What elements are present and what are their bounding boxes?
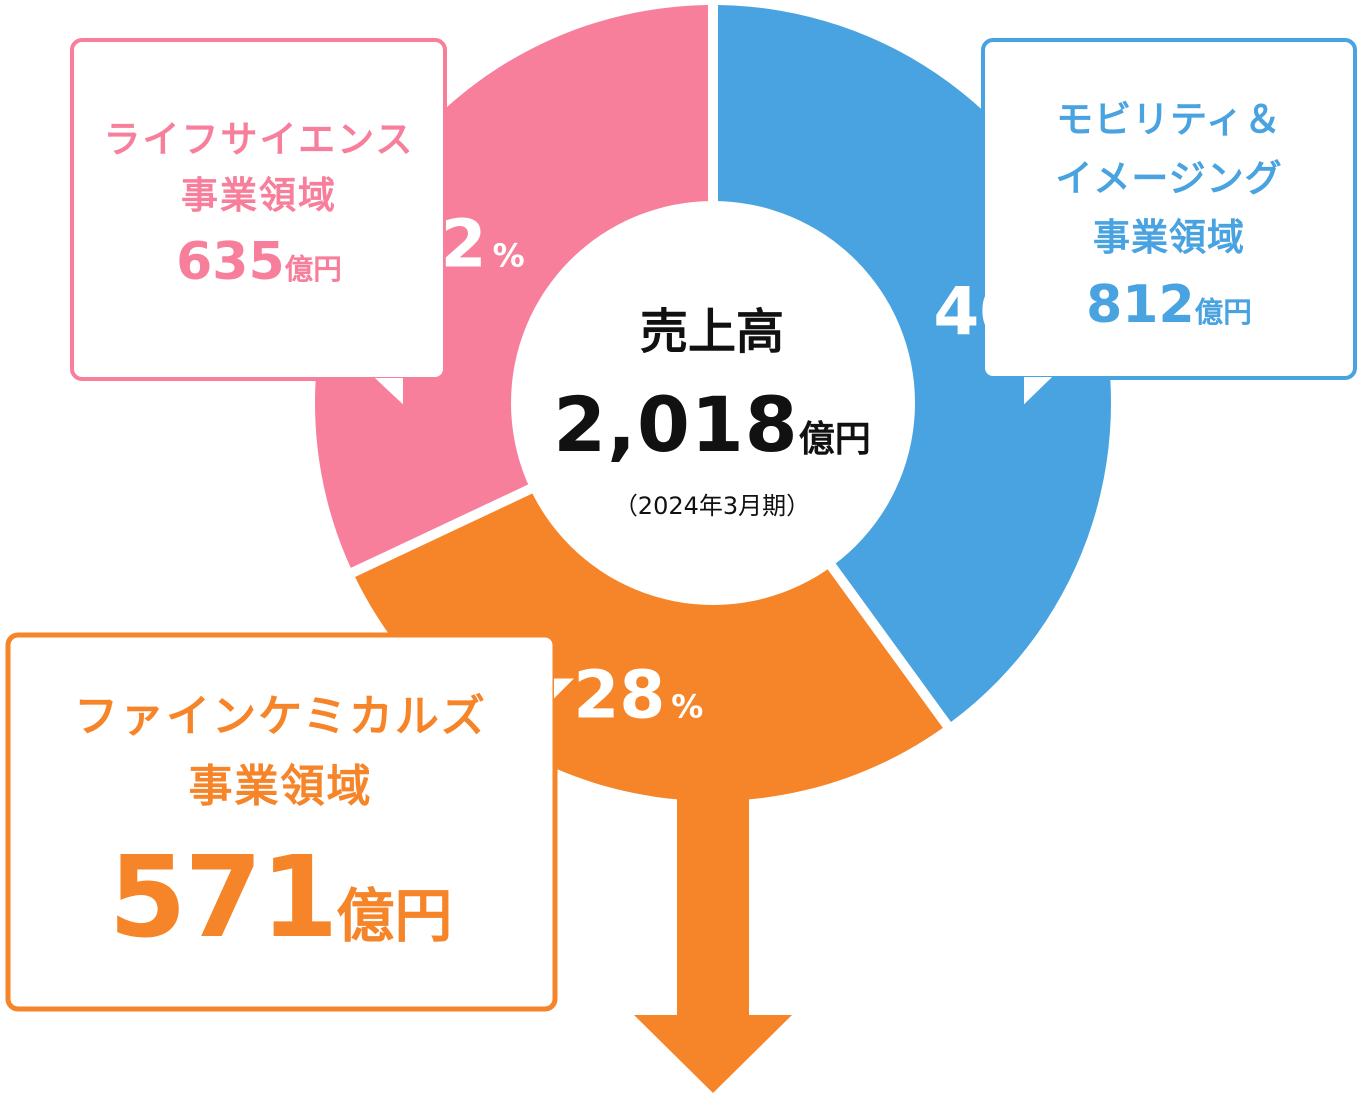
fine-chemicals-name: ファインケミカルズ 事業領域 [74,691,487,813]
mobility-imaging-unit: 億円 [1194,294,1252,329]
percent-label-mobility: 40% [933,273,1063,350]
mobility-imaging-amount: 812 [1086,274,1195,335]
callout-box-mobility [981,38,1357,380]
fine-chemicals-callout-text: ファインケミカルズ 事業領域 571億円 [8,682,553,965]
callout-tail-fine [552,673,583,704]
callout-tail-mobility [1020,375,1057,411]
fiscal-period: （2024年3月期） [613,492,811,520]
life-science-amount-row: 635億円 [75,231,443,293]
down-arrow [634,790,792,1093]
total-sales-unit: 億円 [798,419,871,460]
callout-box-life [70,38,447,381]
mobility-imaging-callout-text: モビリティ＆ イメージング 事業領域 812億円 [984,90,1354,336]
total-sales-amount: 2,018 [553,380,799,469]
fine-chemicals-amount: 571 [108,832,339,963]
total-sales-value: 2,018億円 [512,380,912,469]
life-science-unit: 億円 [284,252,342,286]
mobility-imaging-name: モビリティ＆ イメージング 事業領域 [1055,98,1283,260]
life-science-name: ライフサイエンス 事業領域 [103,118,415,217]
life-science-callout-text: ライフサイエンス 事業領域 635億円 [75,112,443,293]
percent-label-fine: 28% [573,657,703,734]
percent-labels: 40 % 28 % 32% [395,205,1064,733]
donut-center-hole [511,201,915,605]
life-science-amount: 635 [176,232,285,292]
callout-boxes [5,38,1357,1012]
callout-tail-life [370,376,407,411]
mobility-imaging-amount-row: 812億円 [984,274,1354,336]
total-sales-label: 売上高 [639,304,784,360]
percent-label-life: 32% [395,205,525,282]
callout-box-fine [5,632,558,1012]
fine-chemicals-unit: 億円 [336,881,453,950]
fine-chemicals-amount-row: 571億円 [8,831,553,965]
